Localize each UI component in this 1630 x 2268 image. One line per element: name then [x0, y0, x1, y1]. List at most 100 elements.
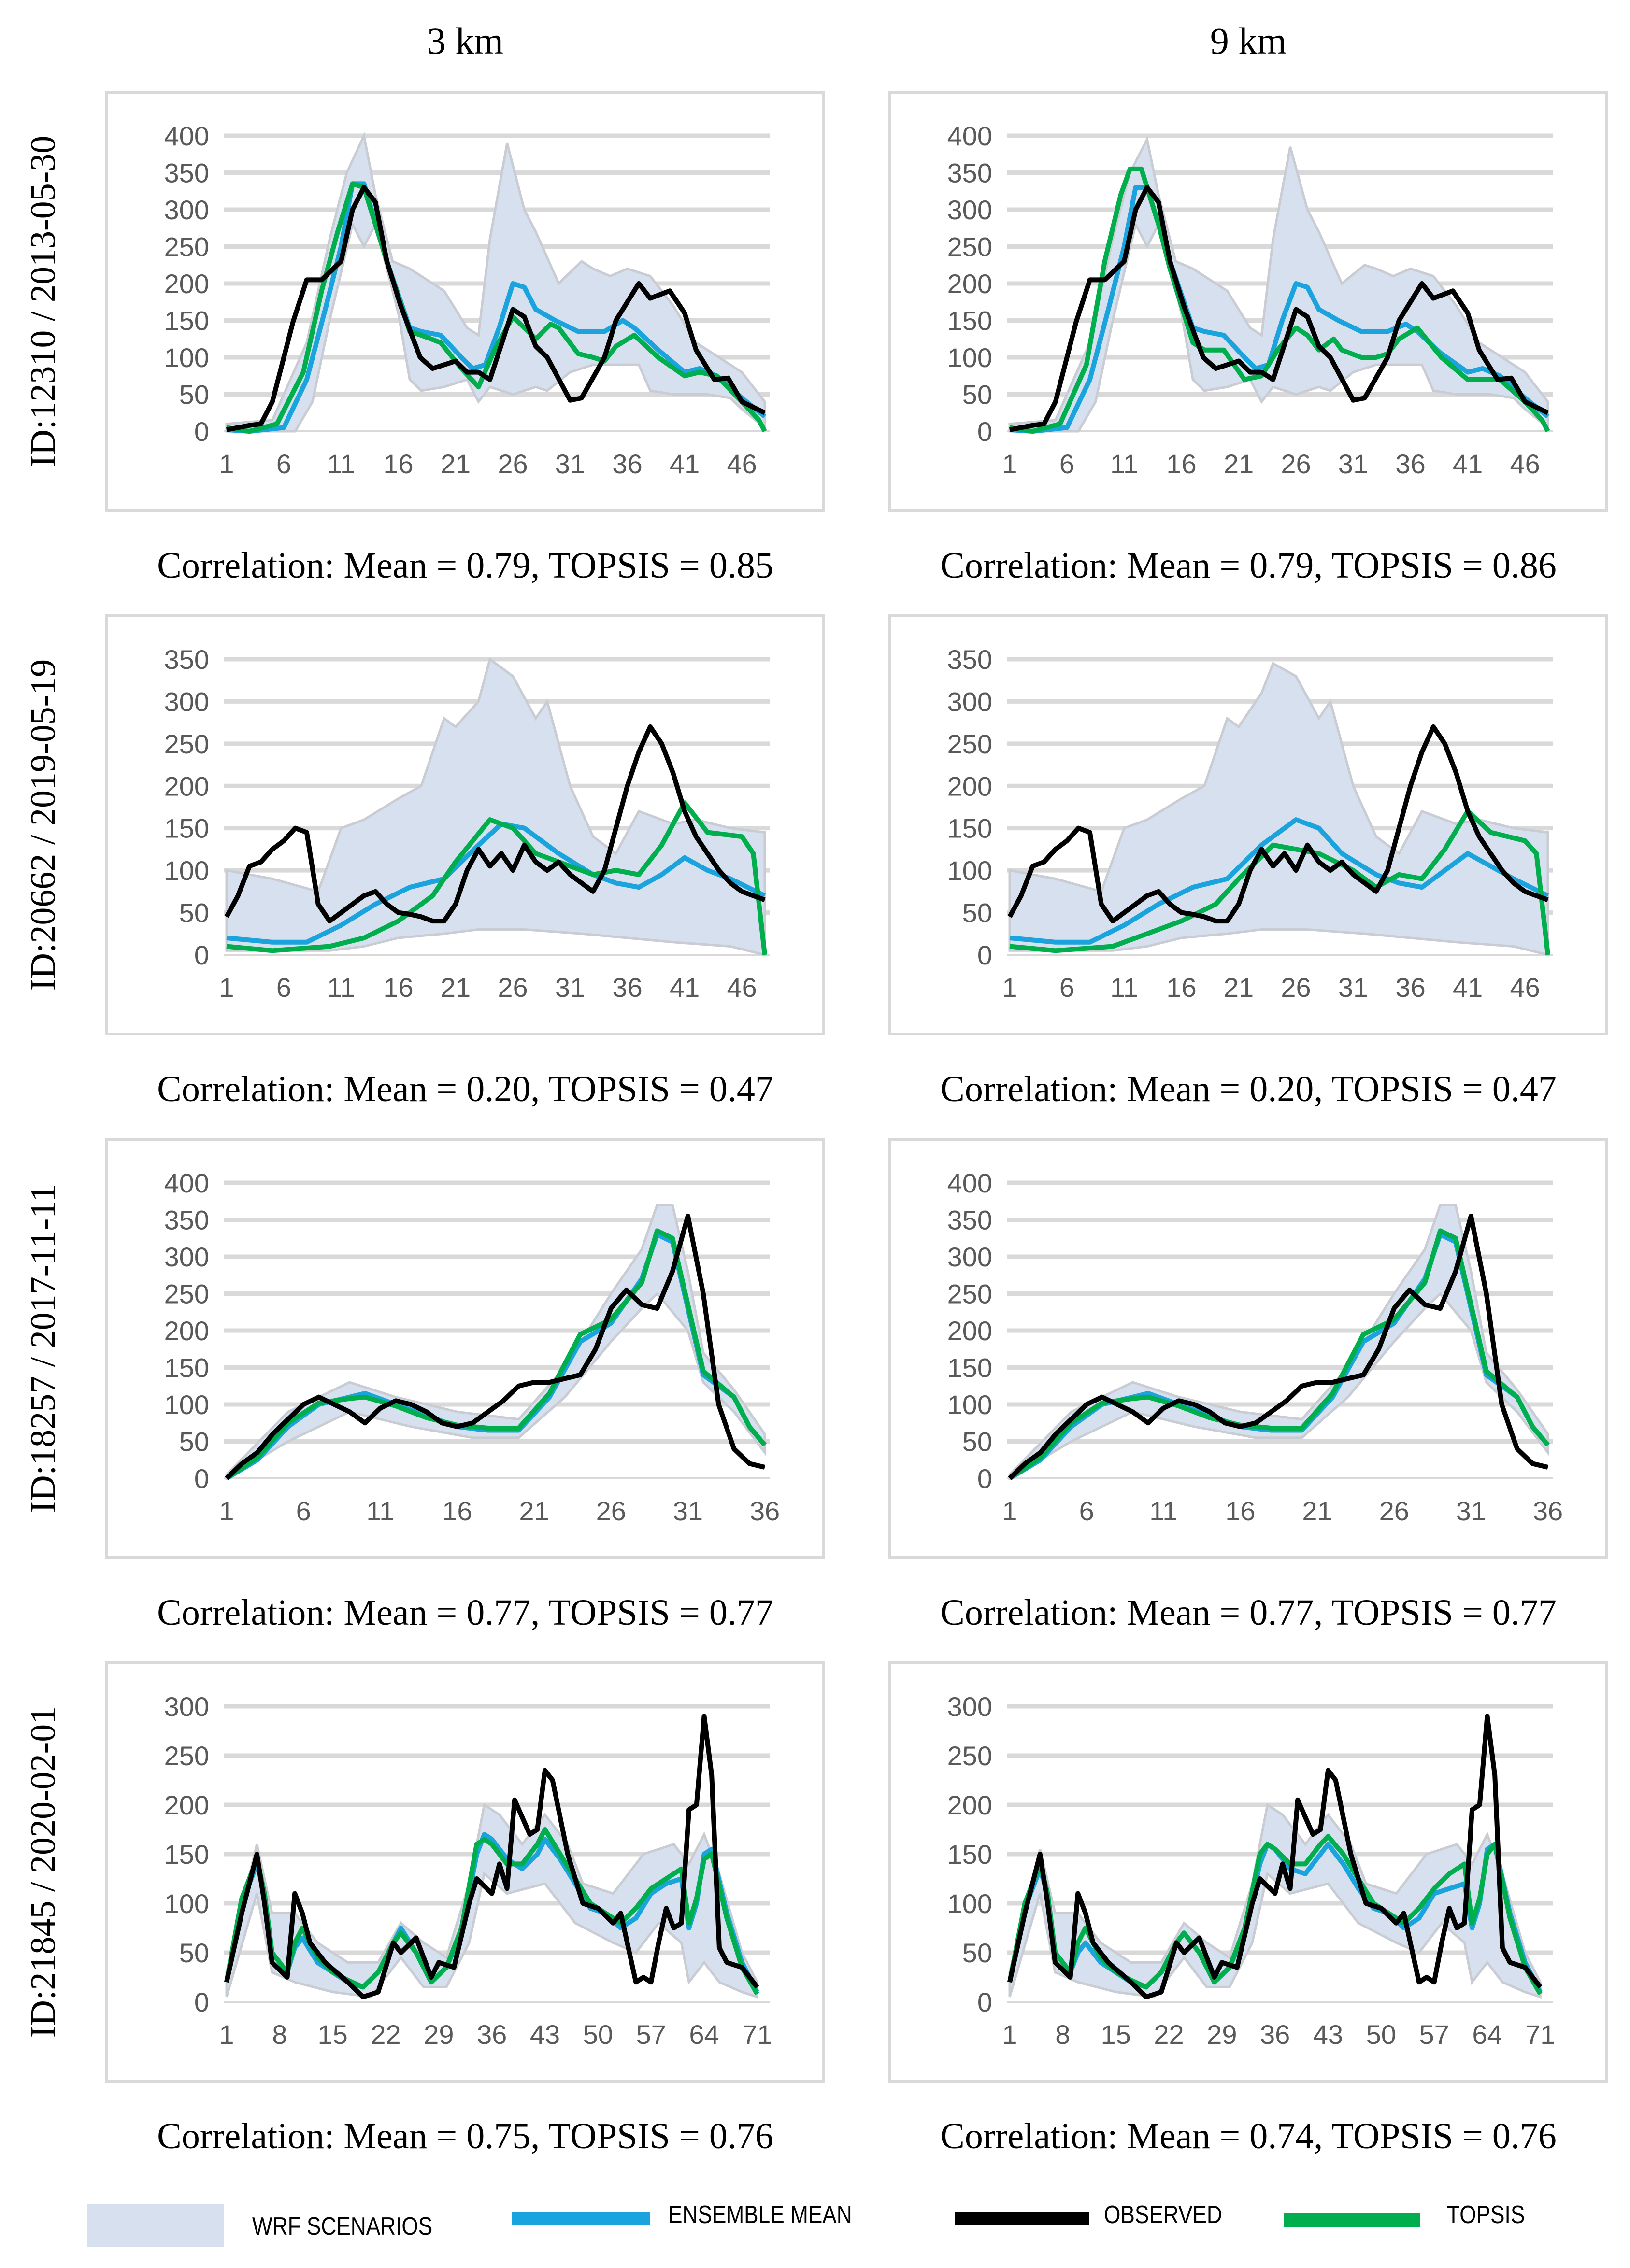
- x-tick-label: 36: [1533, 1496, 1563, 1526]
- y-tick-label: 300: [947, 686, 992, 717]
- x-tick-label: 21: [519, 1496, 549, 1526]
- y-tick-label: 50: [962, 1427, 992, 1457]
- y-tick-label: 200: [164, 269, 209, 299]
- x-tick-label: 1: [1002, 972, 1017, 1003]
- x-tick-label: 11: [1110, 972, 1138, 1003]
- y-tick-label: 200: [947, 269, 992, 299]
- y-tick-label: 250: [947, 1279, 992, 1309]
- x-tick-label: 8: [1055, 2019, 1070, 2050]
- row-label: ID:20662 / 2019-05-19: [23, 659, 63, 991]
- x-tick-label: 21: [1302, 1496, 1332, 1526]
- y-tick-label: 200: [164, 1790, 209, 1820]
- y-tick-label: 150: [164, 813, 209, 844]
- y-tick-label: 0: [977, 416, 992, 447]
- y-tick-label: 300: [164, 686, 209, 717]
- y-tick-label: 100: [164, 342, 209, 373]
- wrf-scenarios-band: [225, 1204, 766, 1481]
- x-tick-label: 31: [1456, 1496, 1486, 1526]
- x-tick-label: 11: [1149, 1496, 1177, 1526]
- x-tick-label: 26: [498, 972, 528, 1003]
- chart-panel: 0 50 100 150 200 250 300 350 400 1 6 11 16 21 26 31 36 41…: [105, 91, 825, 512]
- observed-line: [224, 1714, 759, 1999]
- y-tick-label: 50: [179, 380, 209, 410]
- y-tick-label: 250: [947, 1741, 992, 1771]
- chart-panel: 0 50 100 150 200 250 300 350 400 1 6 11 16 21 26 31 36: [105, 1138, 825, 1559]
- x-tick-label: 6: [1059, 972, 1074, 1003]
- y-tick-label: 0: [194, 1463, 209, 1494]
- observed-line: [1007, 1714, 1543, 1999]
- x-tick-label: 41: [670, 449, 700, 479]
- legend-swatch-observed: [955, 2212, 1089, 2225]
- x-tick-label: 36: [612, 972, 642, 1003]
- legend-swatch-wrf: [87, 2204, 224, 2247]
- x-tick-label: 29: [1207, 2019, 1237, 2050]
- observed-line: [1008, 1213, 1549, 1480]
- x-tick-label: 11: [1110, 449, 1138, 479]
- y-tick-label: 100: [164, 855, 209, 886]
- x-tick-label: 46: [1510, 972, 1540, 1003]
- y-tick-label: 0: [977, 940, 992, 970]
- chart-panel: 0 50 100 150 200 250 300 350 1 6 11 16 21 26 31 36 41 46: [105, 614, 825, 1035]
- wrf-scenarios-band: [1008, 1204, 1549, 1481]
- x-tick-label: 16: [1166, 972, 1196, 1003]
- x-tick-label: 11: [366, 1496, 394, 1526]
- y-tick-label: 100: [164, 1888, 209, 1919]
- correlation-caption: Correlation: Mean = 0.75, TOPSIS = 0.76: [157, 2116, 773, 2156]
- x-tick-label: 22: [1154, 2019, 1184, 2050]
- x-tick-label: 29: [424, 2019, 454, 2050]
- x-tick-label: 43: [1313, 2019, 1343, 2050]
- wrf-scenarios-band: [1008, 1802, 1542, 1999]
- x-tick-label: 31: [1338, 449, 1368, 479]
- x-tick-label: 64: [1472, 2019, 1502, 2050]
- y-tick-label: 200: [164, 771, 209, 801]
- y-tick-label: 100: [164, 1389, 209, 1420]
- y-tick-label: 400: [164, 121, 209, 151]
- x-tick-label: 26: [1281, 449, 1311, 479]
- wrf-scenarios-band: [225, 1802, 758, 1999]
- x-tick-label: 26: [498, 449, 528, 479]
- y-tick-label: 0: [977, 1987, 992, 2017]
- correlation-caption: Correlation: Mean = 0.77, TOPSIS = 0.77: [157, 1592, 773, 1633]
- y-tick-label: 250: [947, 232, 992, 262]
- wrf-scenarios-band: [225, 657, 766, 957]
- chart-panel: 0 50 100 150 200 250 300 350 400 1 6 11 16 21 26 31 36: [888, 1138, 1608, 1559]
- legend-swatch-topsis: [1284, 2213, 1420, 2227]
- x-tick-label: 26: [1281, 972, 1311, 1003]
- y-tick-label: 0: [977, 1463, 992, 1494]
- y-tick-label: 350: [947, 158, 992, 188]
- chart-svg: 0 50 100 150 200 250 300 1 8 15 22 29 36 43 50 57 64 71: [947, 1691, 1556, 2050]
- x-tick-label: 31: [1338, 972, 1368, 1003]
- y-tick-label: 100: [947, 1389, 992, 1420]
- y-tick-label: 50: [962, 1938, 992, 1968]
- observed-line: [1007, 724, 1549, 924]
- x-tick-label: 64: [689, 2019, 719, 2050]
- correlation-caption: Correlation: Mean = 0.74, TOPSIS = 0.76: [940, 2116, 1557, 2156]
- y-tick-label: 200: [164, 1316, 209, 1346]
- x-tick-label: 16: [383, 972, 413, 1003]
- x-tick-label: 6: [1059, 449, 1074, 479]
- x-tick-label: 36: [1395, 972, 1425, 1003]
- y-tick-label: 150: [947, 306, 992, 336]
- y-tick-label: 150: [947, 1353, 992, 1383]
- y-tick-label: 150: [164, 1839, 209, 1870]
- x-tick-label: 31: [673, 1496, 703, 1526]
- x-tick-label: 1: [219, 2019, 234, 2050]
- x-tick-label: 11: [327, 449, 355, 479]
- y-tick-label: 0: [194, 416, 209, 447]
- x-tick-label: 57: [1419, 2019, 1449, 2050]
- topsis-line: [226, 800, 767, 955]
- y-tick-label: 250: [947, 729, 992, 759]
- x-tick-label: 16: [1225, 1496, 1255, 1526]
- x-tick-label: 1: [1002, 1496, 1017, 1526]
- observed-line: [224, 724, 766, 924]
- y-tick-label: 350: [164, 158, 209, 188]
- topsis-line: [226, 181, 767, 434]
- y-tick-label: 300: [947, 195, 992, 225]
- x-tick-label: 16: [383, 449, 413, 479]
- x-tick-label: 1: [1002, 449, 1017, 479]
- y-tick-label: 250: [164, 232, 209, 262]
